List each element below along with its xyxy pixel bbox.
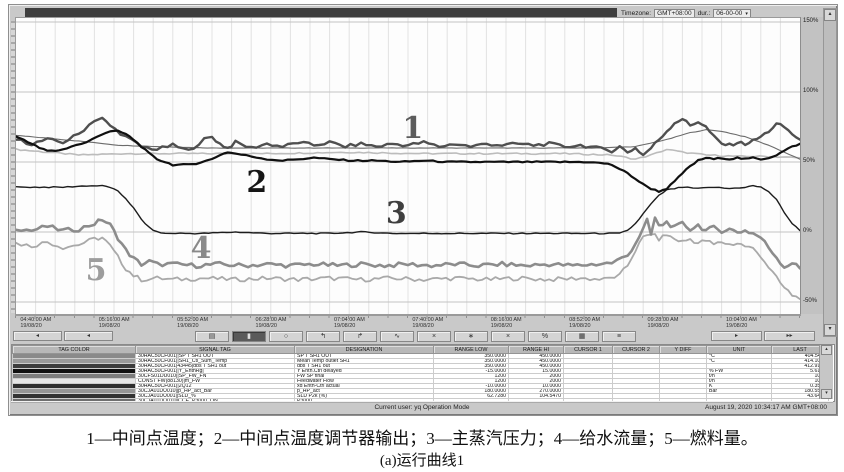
chevron-down-icon: ▾ [745, 10, 748, 17]
save-button[interactable]: ▦ [565, 330, 599, 342]
column-header-tag-color[interactable]: TAG COLOR [12, 345, 136, 354]
trend-curve-curve5-fuel-flow [16, 233, 800, 301]
table-row[interactable]: 30HAC50CF001||Y_EnthRg| Y Enth.Ctrl delay… [12, 368, 829, 374]
trend-curve-curve2-mid-point-temp-controller-output [16, 129, 800, 193]
trend-curve-curve1-mid-point-temp [16, 116, 800, 157]
trend-toolbar: ▤ ▮ ○ ↰ ↱ ∿ × ∗ ×% ▦ ≡ [195, 330, 667, 342]
curve-label-2: 2 [246, 165, 268, 200]
scroll-down-icon[interactable]: ▾ [824, 324, 836, 336]
x-tick-label: 10:04:00 AM 19/08/20 [725, 317, 757, 329]
y-tick-label: 150% [803, 18, 819, 24]
x-tick-label: 08:16:00 AM 19/08/20 [490, 317, 522, 329]
column-header-signal-tag[interactable]: SIGNAL TAG [135, 345, 295, 354]
column-header-unit[interactable]: UNIT [706, 345, 772, 354]
x-tick-label: 09:28:00 AM 19/08/20 [647, 317, 679, 329]
scroll-far-left-button[interactable]: ◂ [13, 331, 62, 341]
window-title-bar [25, 8, 617, 19]
trend-svg [16, 18, 800, 314]
percent-scale-button[interactable]: % [528, 330, 562, 342]
curve-label-5: 5 [85, 253, 107, 289]
y-axis-scale: 150% 100% 50% 0% -50% [800, 17, 823, 314]
signal-table-body: 30HAC50CF001||SP T SH1 OUT SP T SH1 OUT 35… [12, 353, 829, 404]
current-user-status: Current user: yq Operation Mode [374, 404, 470, 411]
signal-table: TAG COLOR SIGNAL TAG DESIGNATION RANGE LOW R… [12, 345, 829, 404]
x-tick-label: 07:40:00 AM 19/08/20 [412, 317, 444, 329]
left-scale-strip[interactable] [11, 21, 15, 313]
nav-right-buttons: ▸ ▸▸ [711, 331, 815, 341]
column-header-y-diff[interactable]: Y DIFF [659, 345, 707, 354]
curve-style-button[interactable]: ∿ [380, 330, 414, 342]
open-trend-button[interactable]: ▤ [195, 330, 229, 342]
cursor-1-button[interactable]: ↰ [306, 330, 340, 342]
status-bar: Current user: yq Operation Mode August 1… [11, 401, 833, 414]
x-tick-label: 06:28:00 AM 19/08/20 [255, 317, 287, 329]
trend-curve-curve3-main-steam-pressure [16, 184, 800, 235]
column-header-range-hi[interactable]: RANGE HI [508, 345, 564, 354]
table-scrollbar[interactable]: ▴ ▾ [819, 345, 833, 399]
signal-table-wrap: TAG COLOR SIGNAL TAG DESIGNATION RANGE LOW R… [11, 344, 835, 404]
trend-curve-dbs-t-sh1-out [16, 148, 800, 160]
column-header-range-low[interactable]: RANGE LOW [433, 345, 509, 354]
x-tick-label: 07:04:00 AM 19/08/20 [333, 317, 365, 329]
trend-curve-curve4-feedwater-flow [16, 216, 800, 270]
x-tick-label: 05:52:00 AM 19/08/20 [177, 317, 209, 329]
y-tick-label: 0% [803, 228, 812, 234]
column-header-cursor-1[interactable]: CURSOR 1 [563, 345, 613, 354]
scroll-left-button[interactable]: ◂ [64, 331, 113, 341]
scroll-far-right-button[interactable]: ▸▸ [764, 331, 815, 341]
figure-caption-legend: 1—中间点温度；2—中间点温度调节器输出；3—主蒸汽压力；4—给水流量；5—燃料… [86, 429, 758, 448]
duration-label: dur.: [697, 10, 711, 17]
clock-status: August 19, 2020 10:34:17 AM GMT+08:00 [705, 404, 827, 411]
nav-left-buttons: ◂ ◂ [13, 331, 113, 341]
compress-x-button[interactable]: × [417, 330, 451, 342]
curve-label-3: 3 [385, 195, 407, 231]
cursor-2-button[interactable]: ↱ [343, 330, 377, 342]
column-header-cursor-2[interactable]: CURSOR 2 [612, 345, 660, 354]
x-tick-label: 04:40:00 AM 19/08/20 [20, 317, 52, 329]
chart-vertical-scrollbar[interactable]: ▴ ▾ [823, 8, 837, 337]
settings-button[interactable]: ∗ [454, 330, 488, 342]
pause-button[interactable]: ▮ [232, 330, 266, 342]
table-scroll-up-icon[interactable]: ▴ [821, 345, 832, 355]
zoom-button[interactable]: ○ [269, 330, 303, 342]
scroll-right-button[interactable]: ▸ [711, 331, 762, 341]
curve-label-4: 4 [190, 230, 212, 266]
x-axis-time-labels: 04:40:00 AM 19/08/20 05:16:00 AM 19/08/20 05… [15, 315, 801, 330]
trend-plot-area[interactable]: 1 2 3 4 5 [15, 17, 801, 315]
export-button[interactable]: ≡ [602, 330, 636, 342]
scroll-up-icon[interactable]: ▴ [824, 9, 836, 21]
figure-caption-title: (a)运行曲线1 [379, 453, 465, 469]
duration-value: 06-00-00 [716, 9, 743, 17]
table-scroll-down-icon[interactable]: ▾ [821, 389, 832, 399]
x-tick-label: 05:16:00 AM 19/08/20 [98, 317, 130, 329]
expand-x-button[interactable]: × [491, 330, 525, 342]
signal-table-header-row: TAG COLOR SIGNAL TAG DESIGNATION RANGE LOW R… [12, 345, 829, 354]
column-header-designation[interactable]: DESIGNATION [294, 345, 434, 354]
timezone-label: Timezone: [621, 10, 652, 17]
y-tick-label: 100% [803, 88, 819, 94]
curve-label-1: 1 [402, 110, 424, 146]
x-tick-label: 08:52:00 AM 19/08/20 [569, 317, 601, 329]
y-tick-label: -50% [803, 298, 818, 304]
y-tick-label: 50% [803, 158, 816, 164]
